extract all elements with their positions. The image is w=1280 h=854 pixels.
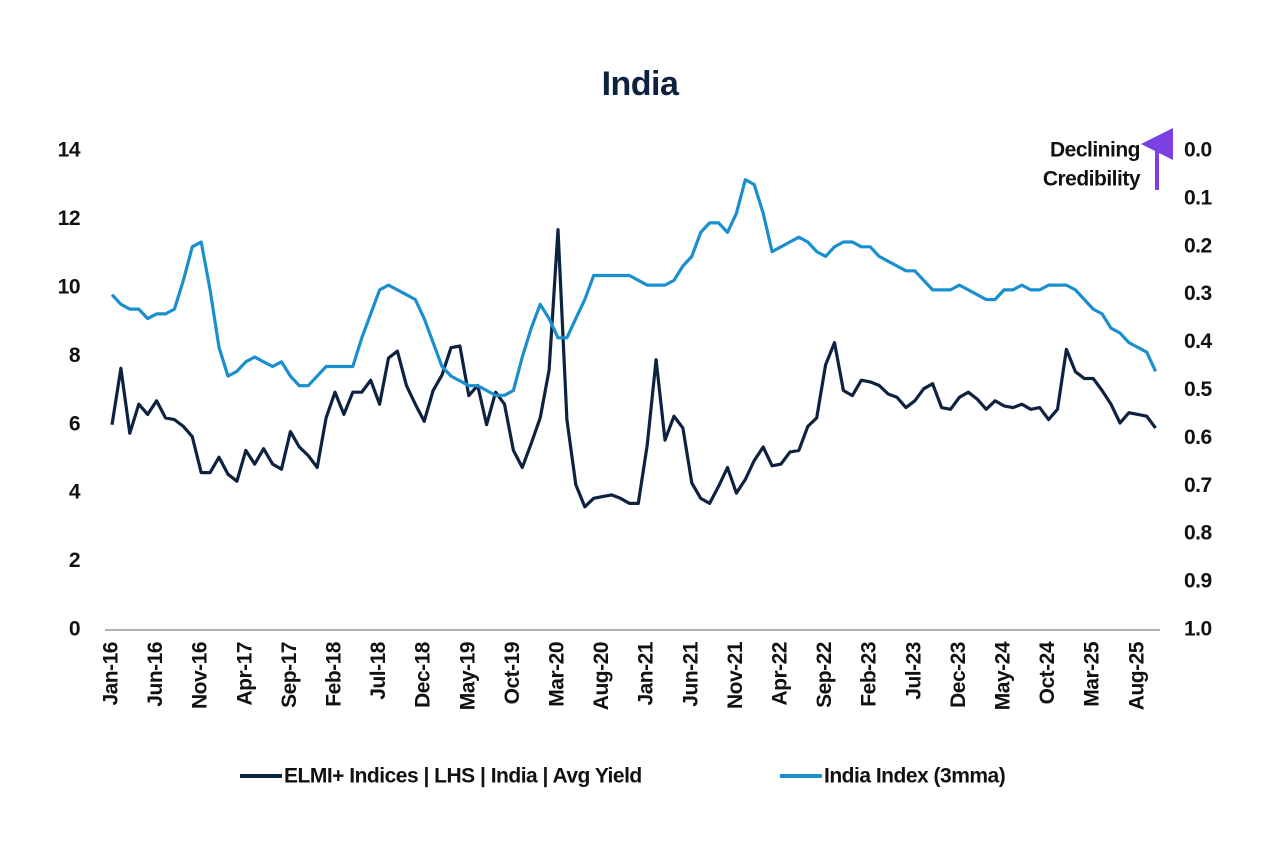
x-tick-label: Mar-25 [1081,641,1104,707]
legend-label: ELMI+ Indices | LHS | India | Avg Yield [284,765,642,788]
x-tick-label: Apr-17 [233,642,256,706]
y-tick-label: 8 [69,344,81,367]
x-tick-label: Jun-21 [679,641,702,707]
annotation: Credibility [1043,168,1141,191]
x-tick-label: May-24 [992,641,1015,710]
series-line [110,228,1157,509]
x-tick-label: Oct-24 [1036,641,1059,704]
y2-tick-label: 0.6 [1184,426,1212,449]
y-tick-label: 6 [69,412,80,435]
series-line [110,178,1158,397]
x-tick-label: Jul-23 [902,642,925,700]
y-tick-label: 14 [58,139,81,162]
x-tick-label: Apr-22 [769,642,792,706]
chart-title: India [602,65,680,103]
x-tick-label: Aug-25 [1125,641,1148,710]
y2-tick-label: 0.0 [1184,139,1212,162]
y2-tick-label: 0.1 [1184,186,1213,209]
x-tick-label: Aug-20 [590,642,613,710]
x-tick-label: Sep-22 [813,642,836,708]
annotation: Declining [1050,139,1140,162]
x-tick-label: Nov-21 [724,641,747,709]
y-tick-label: 0 [69,618,80,641]
y2-tick-label: 1.0 [1184,618,1212,641]
y2-tick-label: 0.2 [1184,234,1212,257]
y-tick-label: 4 [69,481,81,504]
y-tick-label: 10 [58,275,80,298]
x-tick-label: Sep-17 [278,642,301,708]
x-tick-label: Dec-18 [412,641,435,708]
y-tick-label: 2 [69,549,80,572]
x-tick-label: May-19 [456,642,479,710]
y2-tick-label: 0.9 [1184,570,1212,593]
x-tick-label: Jan-21 [635,641,658,705]
x-tick-label: Dec-23 [947,642,970,708]
legend-label: India Index (3mma) [824,765,1005,788]
y-tick-label: 12 [58,207,80,230]
y2-tick-label: 0.4 [1184,330,1213,353]
y2-tick-label: 0.5 [1184,378,1213,401]
y2-tick-label: 0.7 [1184,474,1212,497]
x-tick-label: Nov-16 [189,642,212,709]
x-tick-label: Mar-20 [546,642,569,707]
x-tick-label: Jan-16 [100,642,123,706]
x-tick-label: Jul-18 [367,641,390,700]
x-tick-label: Feb-23 [858,642,881,707]
x-tick-label: Oct-19 [501,642,524,704]
y2-tick-label: 0.3 [1184,282,1212,305]
y2-tick-label: 0.8 [1184,522,1213,545]
x-tick-label: Jun-16 [144,642,167,707]
x-tick-label: Feb-18 [323,641,346,707]
